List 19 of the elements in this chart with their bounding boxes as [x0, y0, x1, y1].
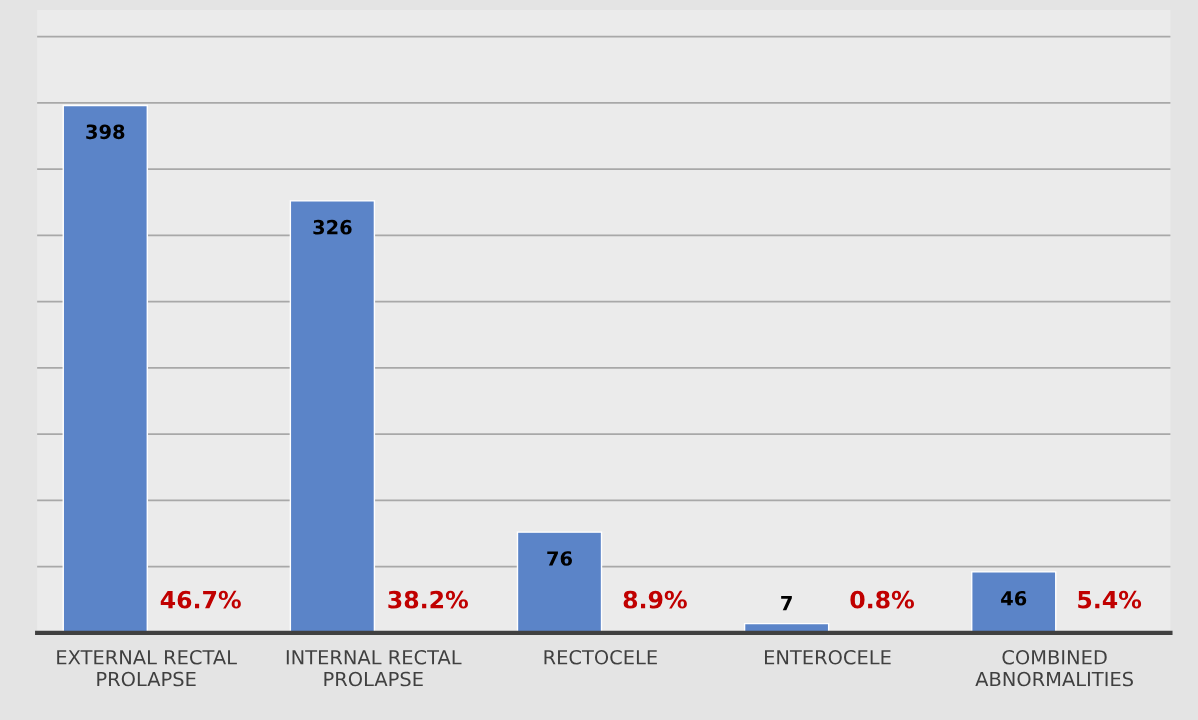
x-tick-label: INTERNAL RECTAL PROLAPSE: [286, 649, 462, 687]
annotation: 5.4%: [1078, 590, 1142, 609]
annotation: 46.7%: [160, 590, 241, 609]
bar: [971, 571, 1057, 633]
x-tick-label: ENTEROCELE: [765, 649, 891, 665]
data-label: 326: [313, 219, 352, 235]
x-tick-label: EXTERNAL RECTAL PROLAPSE: [57, 649, 237, 687]
x-tick-label: COMBINED ABNORMALITIES: [975, 649, 1133, 687]
data-label: 76: [547, 551, 572, 566]
bar: [289, 200, 376, 633]
annotation: 0.8%: [850, 590, 914, 609]
bar: [62, 104, 148, 633]
bar: [516, 531, 603, 633]
annotation: 38.2%: [388, 590, 468, 609]
data-label: 398: [86, 124, 125, 140]
data-label: 46: [1001, 590, 1027, 606]
annotation: 8.9%: [623, 590, 687, 609]
data-label: 7: [781, 596, 792, 611]
x-tick-label: RECTOCELE: [544, 649, 657, 665]
